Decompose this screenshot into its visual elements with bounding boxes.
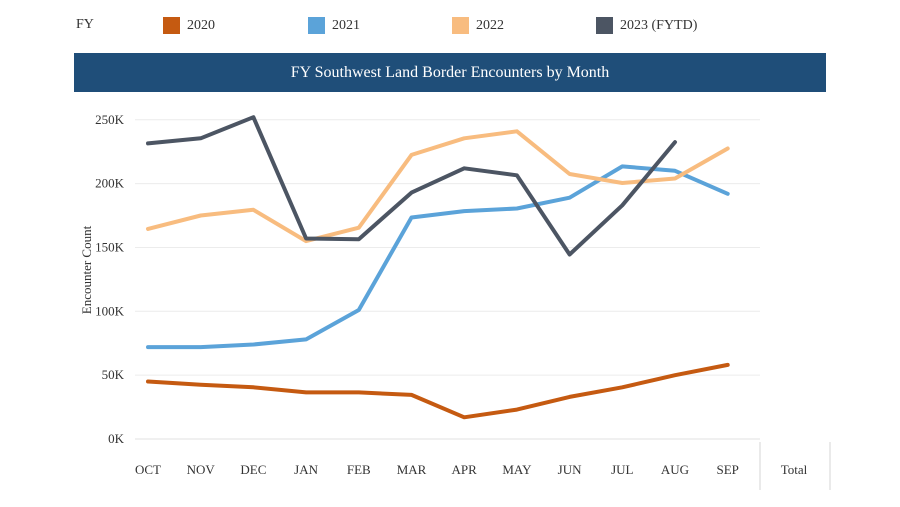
series-line-2022[interactable] — [146, 129, 730, 244]
x-tick-jul: JUL — [611, 462, 633, 477]
x-tick-nov: NOV — [187, 462, 216, 477]
x-tick-feb: FEB — [347, 462, 371, 477]
series-line-2023-fytd[interactable] — [146, 115, 677, 257]
gridlines — [135, 119, 831, 490]
x-tick-oct: OCT — [135, 462, 161, 477]
y-tick-100K: 100K — [95, 303, 125, 318]
legend-item-2020[interactable]: 2020 — [163, 17, 215, 34]
x-tick-aug: AUG — [661, 462, 689, 477]
x-tick-total: Total — [781, 462, 808, 477]
chart-title: FY Southwest Land Border Encounters by M… — [290, 63, 610, 81]
x-tick-sep: SEP — [716, 462, 738, 477]
legend-label-2021: 2021 — [332, 17, 360, 33]
legend-item-2023-fytd[interactable]: 2023 (FYTD) — [596, 17, 697, 34]
legend-swatch-2020 — [163, 17, 180, 34]
series-line-2020[interactable] — [146, 362, 730, 420]
x-tick-apr: APR — [452, 462, 478, 477]
legend-label-2020: 2020 — [187, 17, 215, 33]
legend-swatch-2022 — [452, 17, 469, 34]
y-axis-label: Encounter Count — [79, 225, 94, 314]
y-tick-200K: 200K — [95, 176, 125, 191]
series-line-2021[interactable] — [146, 164, 730, 350]
x-tick-dec: DEC — [240, 462, 266, 477]
x-tick-jan: JAN — [294, 462, 318, 477]
y-tick-150K: 150K — [95, 239, 125, 254]
legend-label-2023-fytd: 2023 (FYTD) — [620, 17, 698, 33]
y-tick-0K: 0K — [108, 431, 125, 446]
axes: Encounter Count Total 0K 50K 100K 150K 200K 2… — [79, 112, 808, 477]
x-tick-may: MAY — [502, 462, 532, 477]
legend-item-2021[interactable]: 2021 — [308, 17, 360, 34]
legend-title: FY — [76, 17, 94, 32]
y-tick-250K: 250K — [95, 112, 125, 127]
chart-title-banner: FY Southwest Land Border Encounters by M… — [74, 53, 826, 92]
legend-label-2022: 2022 — [476, 17, 504, 33]
x-tick-jun: JUN — [558, 462, 582, 477]
legend-swatch-2021 — [308, 17, 325, 34]
legend-item-2022[interactable]: 2022 — [452, 17, 504, 34]
legend: FY 2020 2021 2022 2023 (FYTD) — [0, 14, 900, 40]
y-tick-50K: 50K — [102, 367, 125, 382]
legend-swatch-2023-fytd — [596, 17, 613, 34]
series-lines — [146, 115, 730, 420]
x-tick-mar: MAR — [397, 462, 427, 477]
